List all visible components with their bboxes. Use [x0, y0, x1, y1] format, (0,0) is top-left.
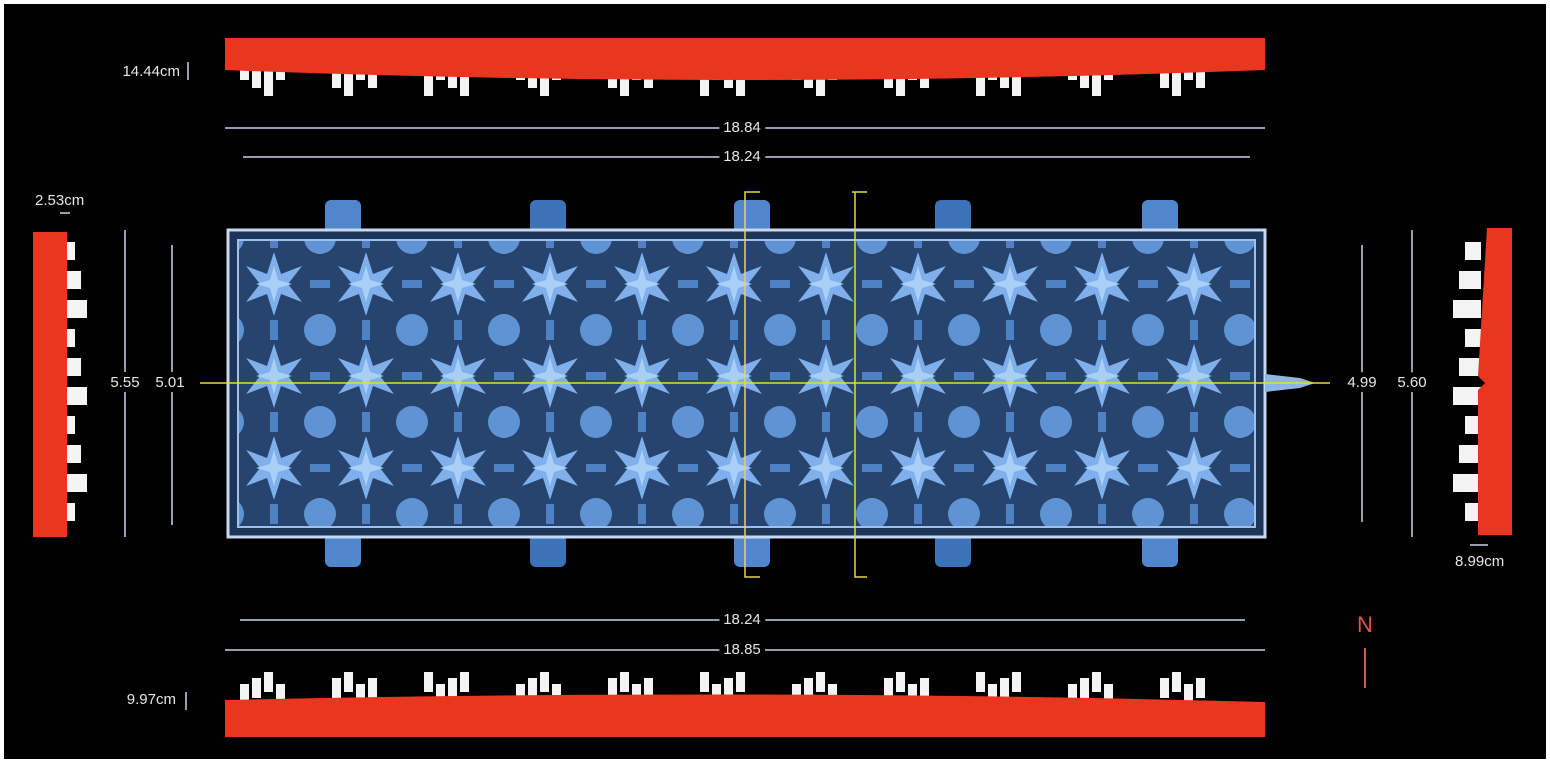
relief-tooth — [1080, 678, 1089, 698]
dimension-label: 4.99 — [1347, 374, 1376, 391]
dimension-label: 5.01 — [155, 374, 184, 391]
relief-tooth — [65, 445, 81, 463]
relief-tooth — [344, 672, 353, 692]
relief-tooth — [620, 672, 629, 692]
relief-tooth — [1092, 672, 1101, 692]
dimension-label: 18.24 — [723, 611, 761, 628]
relief-tooth — [540, 672, 549, 692]
relief-tooth — [736, 672, 745, 692]
compass-label: N — [1357, 612, 1373, 637]
relief-tooth — [460, 672, 469, 692]
relief-tooth — [1453, 474, 1481, 492]
relief-tooth — [264, 68, 273, 96]
relief-tooth — [1453, 300, 1481, 318]
relief-tooth — [884, 678, 893, 698]
scan-figure: 14.44cm 18.84 18.24 2.53cm 5.55 5.01 8.9… — [0, 0, 1550, 763]
relief-tooth — [1453, 387, 1481, 405]
relief-tooth — [65, 358, 81, 376]
relief-tooth — [1172, 672, 1181, 692]
dimension-label: 18.24 — [723, 148, 761, 165]
relief-tooth — [252, 678, 261, 698]
relief-tooth — [424, 672, 433, 692]
relief-tooth — [976, 672, 985, 692]
relief-tooth — [1459, 445, 1481, 463]
relief-tooth — [700, 672, 709, 692]
relief-tooth — [528, 678, 537, 698]
relief-tooth — [816, 672, 825, 692]
relief-tooth — [1459, 358, 1481, 376]
relief-tooth — [920, 678, 929, 698]
dimension-label: 5.55 — [110, 374, 139, 391]
relief-tooth — [896, 672, 905, 692]
right-width-label: 8.99cm — [1455, 553, 1504, 570]
bottom-height-label: 9.97cm — [127, 691, 176, 708]
bottom-profile — [225, 694, 1265, 737]
relief-tooth — [1465, 329, 1481, 347]
relief-tooth — [65, 300, 87, 318]
dimension-label: 18.84 — [723, 119, 761, 136]
relief-tooth — [1160, 678, 1169, 698]
relief-tooth — [1465, 242, 1481, 260]
relief-tooth — [1000, 678, 1009, 698]
relief-tooth — [1459, 271, 1481, 289]
top-height-label: 14.44cm — [122, 63, 180, 80]
relief-tooth — [65, 387, 87, 405]
top-profile — [225, 38, 1265, 80]
relief-tooth — [65, 271, 81, 289]
relief-tooth — [368, 678, 377, 698]
relief-tooth — [65, 474, 87, 492]
left-profile — [33, 232, 67, 537]
relief-tooth — [1012, 672, 1021, 692]
relief-tooth — [264, 672, 273, 692]
relief-tooth — [1196, 678, 1205, 698]
relief-tooth — [332, 678, 341, 698]
dimension-label: 18.85 — [723, 641, 761, 658]
left-width-label: 2.53cm — [35, 192, 84, 209]
dimension-label: 5.60 — [1397, 374, 1426, 391]
relief-tooth — [448, 678, 457, 698]
